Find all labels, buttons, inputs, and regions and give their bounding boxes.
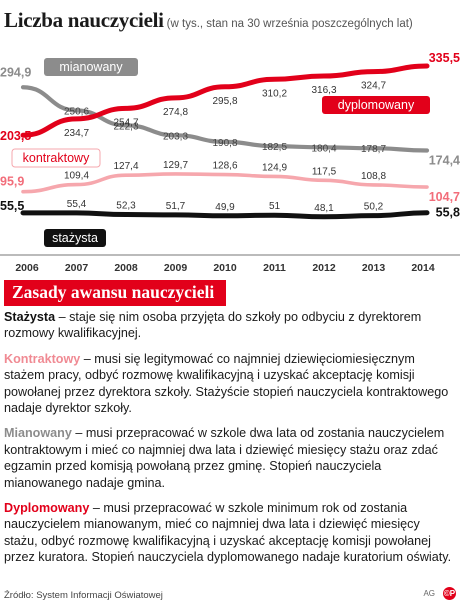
chart-title: Liczba nauczycieli [4, 8, 164, 32]
data-label: 108,8 [361, 171, 386, 182]
legend-tag-kontraktowy [11, 148, 101, 168]
x-tick-label: 2009 [164, 262, 188, 274]
data-label: 335,5 [429, 51, 460, 65]
data-label: 174,4 [429, 153, 460, 167]
rule-dyplomowany: Dyplomowany – musi przepracować w szkole… [4, 500, 456, 566]
data-label: 222,3 [113, 121, 138, 132]
data-label: 55,8 [436, 206, 460, 220]
x-tick-label: 2006 [15, 262, 39, 274]
legend-label-stazysta: stażysta [52, 231, 98, 245]
data-label: 48,1 [314, 203, 334, 214]
data-label: 203,3 [163, 131, 188, 142]
logo-badge: ©P [443, 587, 456, 600]
data-label: 55,5 [0, 199, 24, 213]
chart-subtitle: (w tys., stan na 30 września poszczególn… [166, 18, 413, 30]
rule-term: Stażysta [4, 310, 56, 324]
rule-text: – musi przepracować w szkole minimum rok… [4, 501, 452, 565]
data-label: 51,7 [166, 201, 186, 212]
series-line-stazysta [20, 210, 430, 220]
data-label: 178,7 [361, 144, 386, 155]
data-label: 180,4 [311, 143, 336, 154]
x-tick-label: 2010 [213, 262, 237, 274]
data-label: 182,5 [262, 142, 287, 153]
legend-tag-mianowany [44, 58, 138, 76]
data-label: 127,4 [113, 161, 138, 172]
series-line-dyplomowany [20, 63, 430, 138]
data-label: 310,2 [262, 88, 287, 99]
legend-label-dyplomowany: dyplomowany [338, 98, 415, 112]
data-label: 190,8 [212, 138, 237, 149]
rule-text: – staje się nim osoba przyjęta do szkoły… [4, 310, 422, 341]
x-tick-label: 2011 [263, 262, 286, 274]
data-label: 49,9 [215, 202, 235, 213]
data-label: 117,5 [312, 166, 337, 177]
rule-term: Mianowany [4, 426, 72, 441]
data-label: 324,7 [361, 81, 386, 92]
data-label: 203,5 [0, 129, 31, 143]
x-tick-label: 2014 [411, 262, 435, 274]
legend-label-kontraktowy: kontraktowy [23, 151, 90, 165]
rule-stazysta: Stażysta – staje się nim osoba przyjęta … [4, 309, 456, 342]
teachers-line-chart: 294,9 250,6 222,3 203,3 190,8 182,5 180,4 178,7… [0, 51, 460, 274]
series-line-mianowany [20, 85, 430, 153]
legend-tag-stazysta [44, 229, 106, 247]
data-label: 55,4 [67, 199, 87, 210]
data-label: 316,3 [311, 85, 336, 96]
series-line-kontraktowy [21, 172, 429, 194]
legend-label-mianowany: mianowany [59, 60, 123, 74]
data-label: 128,6 [212, 161, 237, 172]
rule-text: – musi przepracować w szkole dwa lata od… [4, 426, 445, 490]
data-label: 51 [269, 201, 281, 212]
data-label: 254,7 [113, 117, 138, 128]
x-tick-label: 2007 [65, 262, 89, 274]
data-label: 50,2 [364, 202, 384, 213]
data-label: 52,3 [116, 201, 136, 212]
data-label: 104,7 [429, 190, 460, 204]
x-tick-label: 2013 [362, 262, 386, 274]
rule-text: – musi się legitymować co najmniej dziew… [4, 351, 449, 416]
legend-tag-dyplomowany [322, 96, 430, 114]
rule-term: Kontraktowy [4, 351, 81, 366]
rule-mianowany: Mianowany – musi przepracować w szkole d… [4, 425, 456, 491]
footer: Źródło: System Informacji Oświatowej AG … [4, 587, 456, 601]
chart-header: Liczba nauczycieli (w tys., stan na 30 wr… [4, 8, 456, 33]
rule-term: Dyplomowany [4, 501, 90, 516]
rules-list: Stażysta – staje się nim osoba przyjęta … [4, 309, 456, 575]
data-label: 129,7 [163, 160, 188, 171]
data-label: 274,8 [163, 107, 188, 118]
data-label: 109,4 [64, 171, 89, 182]
rule-kontraktowy: Kontraktowy – musi się legitymować co na… [4, 351, 456, 417]
data-label: 124,9 [262, 162, 287, 173]
rules-banner: Zasady awansu nauczycieli [4, 280, 227, 306]
data-label: 95,9 [0, 175, 24, 189]
data-label: 295,8 [212, 96, 237, 107]
data-label: 294,9 [0, 65, 31, 79]
publisher-logo: AG ©P [423, 587, 456, 600]
x-tick-label: 2012 [312, 262, 336, 274]
x-tick-label: 2008 [114, 262, 138, 274]
agency-mark: AG [423, 589, 435, 598]
data-label: 234,7 [64, 128, 89, 139]
data-label: 250,6 [64, 107, 89, 118]
source-note: Źródło: System Informacji Oświatowej [4, 590, 163, 601]
